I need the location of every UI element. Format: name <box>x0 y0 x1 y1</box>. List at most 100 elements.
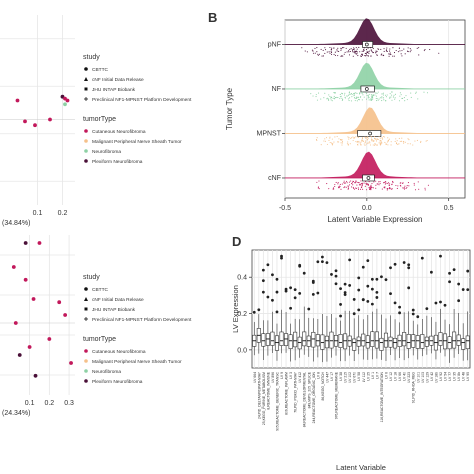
rain-point <box>357 144 359 146</box>
rain-point <box>407 182 409 184</box>
x-tick-label: LV 58 <box>357 372 361 381</box>
rain-point <box>317 186 320 188</box>
rain-point <box>365 143 367 145</box>
outlier-point <box>448 271 451 275</box>
rain-point <box>371 140 373 142</box>
legend-item-label: CBTTC <box>92 287 109 293</box>
rain-point <box>312 50 314 52</box>
rain-point <box>349 50 351 53</box>
rain-point <box>359 143 361 145</box>
box <box>324 335 329 349</box>
rain-point <box>398 137 400 140</box>
rain-point <box>314 47 316 49</box>
rain-point <box>354 97 356 99</box>
rain-point <box>404 185 406 187</box>
rain-point <box>356 181 358 183</box>
rain-point <box>420 140 422 142</box>
rain-point <box>366 136 368 138</box>
box <box>361 333 366 347</box>
rain-point <box>361 92 363 94</box>
legend-item-label: Malignant Peripheral Nerve Sheath Tumor <box>92 139 182 145</box>
rain-point <box>315 139 318 141</box>
rain-point <box>365 98 368 100</box>
outlier-point <box>407 263 411 267</box>
rain-point <box>365 189 368 191</box>
rain-point <box>343 53 345 55</box>
rain-point <box>347 186 349 188</box>
rain-point <box>351 93 353 96</box>
rain-point <box>326 143 328 145</box>
rain-point <box>403 97 405 99</box>
x-tick-label: LV 48 <box>462 372 466 381</box>
data-point <box>65 98 70 103</box>
outlier-point <box>334 274 338 278</box>
rain-point <box>357 140 359 142</box>
rain-point <box>401 55 403 57</box>
rain-point <box>390 96 392 98</box>
rain-point <box>353 47 355 49</box>
rain-point <box>396 140 398 142</box>
rain-point <box>372 94 374 96</box>
rain-point <box>334 136 336 138</box>
data-point <box>63 313 68 317</box>
x-tick-label: 0.1 <box>33 210 43 217</box>
box <box>393 337 398 349</box>
rain-point <box>345 186 347 188</box>
rain-point <box>392 55 394 57</box>
rain-point <box>328 94 330 96</box>
rain-point <box>397 51 399 53</box>
rain-point <box>317 187 319 189</box>
box <box>320 334 325 350</box>
rain-point <box>378 142 380 144</box>
rain-point <box>423 50 425 52</box>
rain-point <box>361 99 363 101</box>
rain-point <box>423 91 425 93</box>
rain-point <box>409 143 411 145</box>
rain-point <box>332 97 334 99</box>
x-tick-label: 24,PID_DELTANP63PATHWAY <box>257 371 261 419</box>
outlier-point <box>271 273 274 277</box>
box <box>456 334 461 346</box>
panel-label-d: D <box>232 234 241 249</box>
rain-point <box>331 53 333 55</box>
rain-point <box>333 53 335 55</box>
box <box>293 331 298 348</box>
panel-label-b: B <box>208 10 217 25</box>
outlier-point <box>389 292 392 296</box>
rain-point <box>341 141 344 143</box>
rain-point <box>399 50 401 52</box>
rain-point <box>324 140 326 142</box>
rain-point <box>333 97 335 99</box>
rain-point <box>364 140 366 142</box>
rain-point <box>358 99 360 101</box>
data-point <box>31 297 36 301</box>
rain-point <box>405 187 407 190</box>
rain-point <box>373 181 375 183</box>
outlier-point <box>316 291 320 295</box>
rain-point <box>358 182 360 184</box>
rain-point <box>329 141 331 144</box>
rain-point <box>317 92 320 94</box>
rain-point <box>367 96 369 98</box>
x-tick-label: LV 101 <box>416 372 420 383</box>
rain-point <box>371 50 373 53</box>
legend-title-study: study <box>83 274 100 281</box>
legend-marker <box>84 139 88 143</box>
rain-point <box>402 182 404 184</box>
rain-point <box>330 49 332 51</box>
rain-point <box>358 96 360 98</box>
data-point <box>27 345 32 349</box>
rain-point <box>374 138 376 140</box>
box <box>452 331 457 349</box>
rain-point <box>356 92 358 94</box>
rain-point <box>408 185 410 187</box>
y-tick-label: pNF <box>268 41 281 48</box>
box <box>343 333 348 350</box>
rain-point <box>316 47 318 49</box>
rain-point <box>367 183 369 185</box>
legend-marker <box>84 369 88 373</box>
rain-point <box>381 93 383 95</box>
rain-point <box>393 52 396 54</box>
rain-point <box>341 99 343 102</box>
legend-item-label: Cutaneous Neurofibroma <box>92 129 146 135</box>
